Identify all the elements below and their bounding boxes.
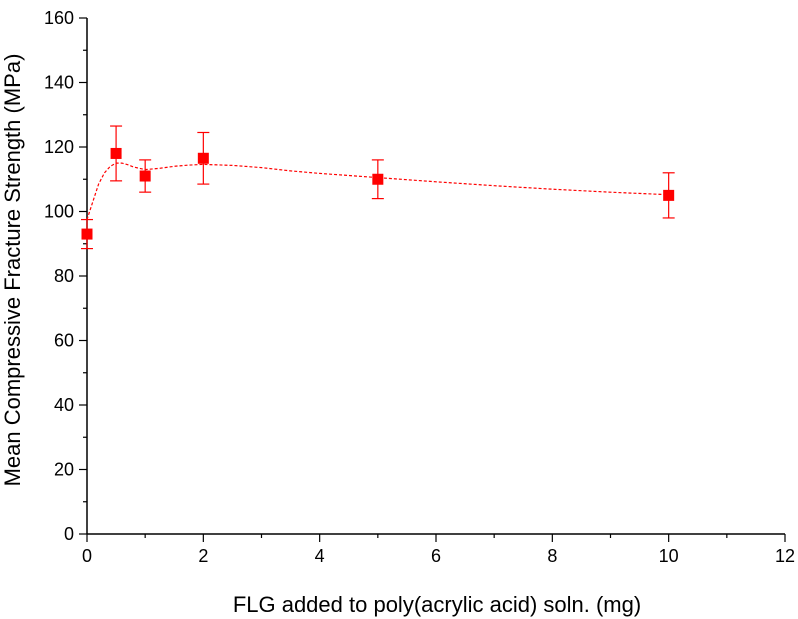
x-tick-label: 8: [547, 546, 557, 566]
data-point: [110, 147, 122, 159]
y-tick-label: 40: [54, 395, 74, 415]
x-tick-label: 4: [315, 546, 325, 566]
axes: [86, 18, 785, 535]
y-tick-label: 0: [64, 524, 74, 544]
fit-curve: [86, 162, 669, 220]
y-tick-label: 160: [44, 8, 74, 28]
y-tick-label: 120: [44, 137, 74, 157]
data-point: [663, 189, 675, 201]
x-tick-label: 10: [659, 546, 679, 566]
data-point: [197, 152, 209, 164]
fit-curve-layer: [86, 162, 669, 220]
y-tick-label: 80: [54, 266, 74, 286]
data-point: [139, 170, 151, 182]
error-bars: [81, 125, 675, 250]
y-axis-title: Mean Compressive Fracture Strength (MPa): [0, 54, 25, 487]
x-tick-label: 0: [82, 546, 92, 566]
data-points: [81, 147, 675, 240]
x-tick-label: 2: [198, 546, 208, 566]
x-axis-title: FLG added to poly(acrylic acid) soln. (m…: [233, 592, 641, 617]
y-tick-label: 140: [44, 73, 74, 93]
data-point: [81, 228, 93, 240]
x-tick-label: 12: [775, 546, 795, 566]
y-tick-label: 20: [54, 460, 74, 480]
y-tick-label: 100: [44, 202, 74, 222]
data-point: [372, 173, 384, 185]
x-tick-label: 6: [431, 546, 441, 566]
y-tick-label: 60: [54, 331, 74, 351]
